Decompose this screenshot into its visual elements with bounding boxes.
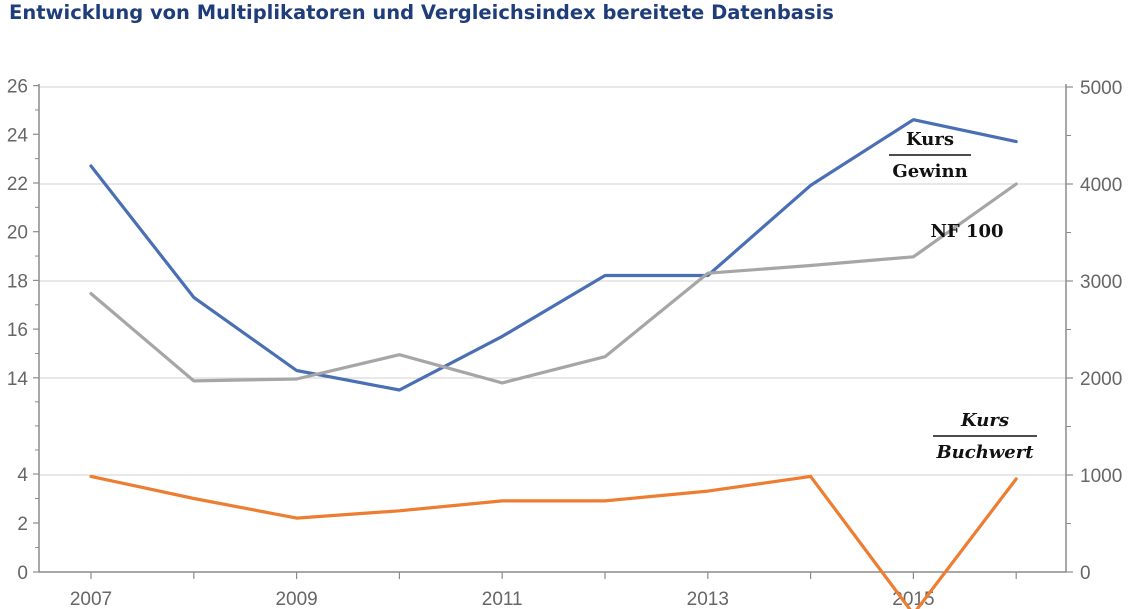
- series-labels: Kurs Gewinn NF 100 Kurs Buchwert: [889, 129, 1037, 463]
- left-tick-label: 24: [7, 125, 29, 146]
- left-tick-label: 22: [7, 174, 28, 195]
- series-label-kgv-denominator: Gewinn: [892, 161, 967, 182]
- x-tick-label: 2013: [687, 589, 729, 609]
- x-tick-label: 2015: [892, 589, 934, 609]
- right-tick-label: 0: [1080, 563, 1091, 584]
- series-lines: [89, 118, 1018, 609]
- left-tick-label: 2: [17, 514, 28, 535]
- series-label-kbv-numerator: Kurs: [960, 410, 1009, 431]
- right-tick-label: 1000: [1080, 466, 1122, 487]
- series-line-kgv: [89, 118, 1018, 392]
- left-tick-label: 16: [7, 320, 28, 341]
- grid-lines: [39, 86, 1066, 476]
- tick-labels: 0241416182022242601000200030004000500020…: [7, 77, 1122, 609]
- chart-title: Entwicklung von Multiplikatoren und Verg…: [9, 1, 834, 24]
- series-label-kbv-denominator: Buchwert: [935, 442, 1034, 463]
- left-tick-label: 26: [7, 77, 28, 98]
- series-line-nf100: [89, 182, 1018, 385]
- tick-marks: [33, 84, 1073, 579]
- right-tick-label: 3000: [1080, 272, 1122, 293]
- left-tick-label: 20: [7, 223, 28, 244]
- left-tick-label: 18: [7, 271, 28, 292]
- x-tick-label: 2009: [275, 589, 317, 609]
- series-line-kbv: [89, 474, 1018, 609]
- right-tick-label: 2000: [1080, 369, 1122, 390]
- right-tick-label: 5000: [1080, 78, 1122, 99]
- left-tick-label: 14: [7, 369, 29, 390]
- x-tick-label: 2007: [70, 589, 112, 609]
- left-tick-label: 0: [17, 563, 28, 584]
- axes: [38, 84, 1067, 573]
- left-tick-label: 4: [17, 465, 28, 486]
- series-label-kgv-numerator: Kurs: [906, 129, 954, 150]
- series-label-nf100: NF 100: [930, 221, 1003, 242]
- right-tick-label: 4000: [1080, 175, 1122, 196]
- x-tick-label: 2011: [482, 589, 523, 609]
